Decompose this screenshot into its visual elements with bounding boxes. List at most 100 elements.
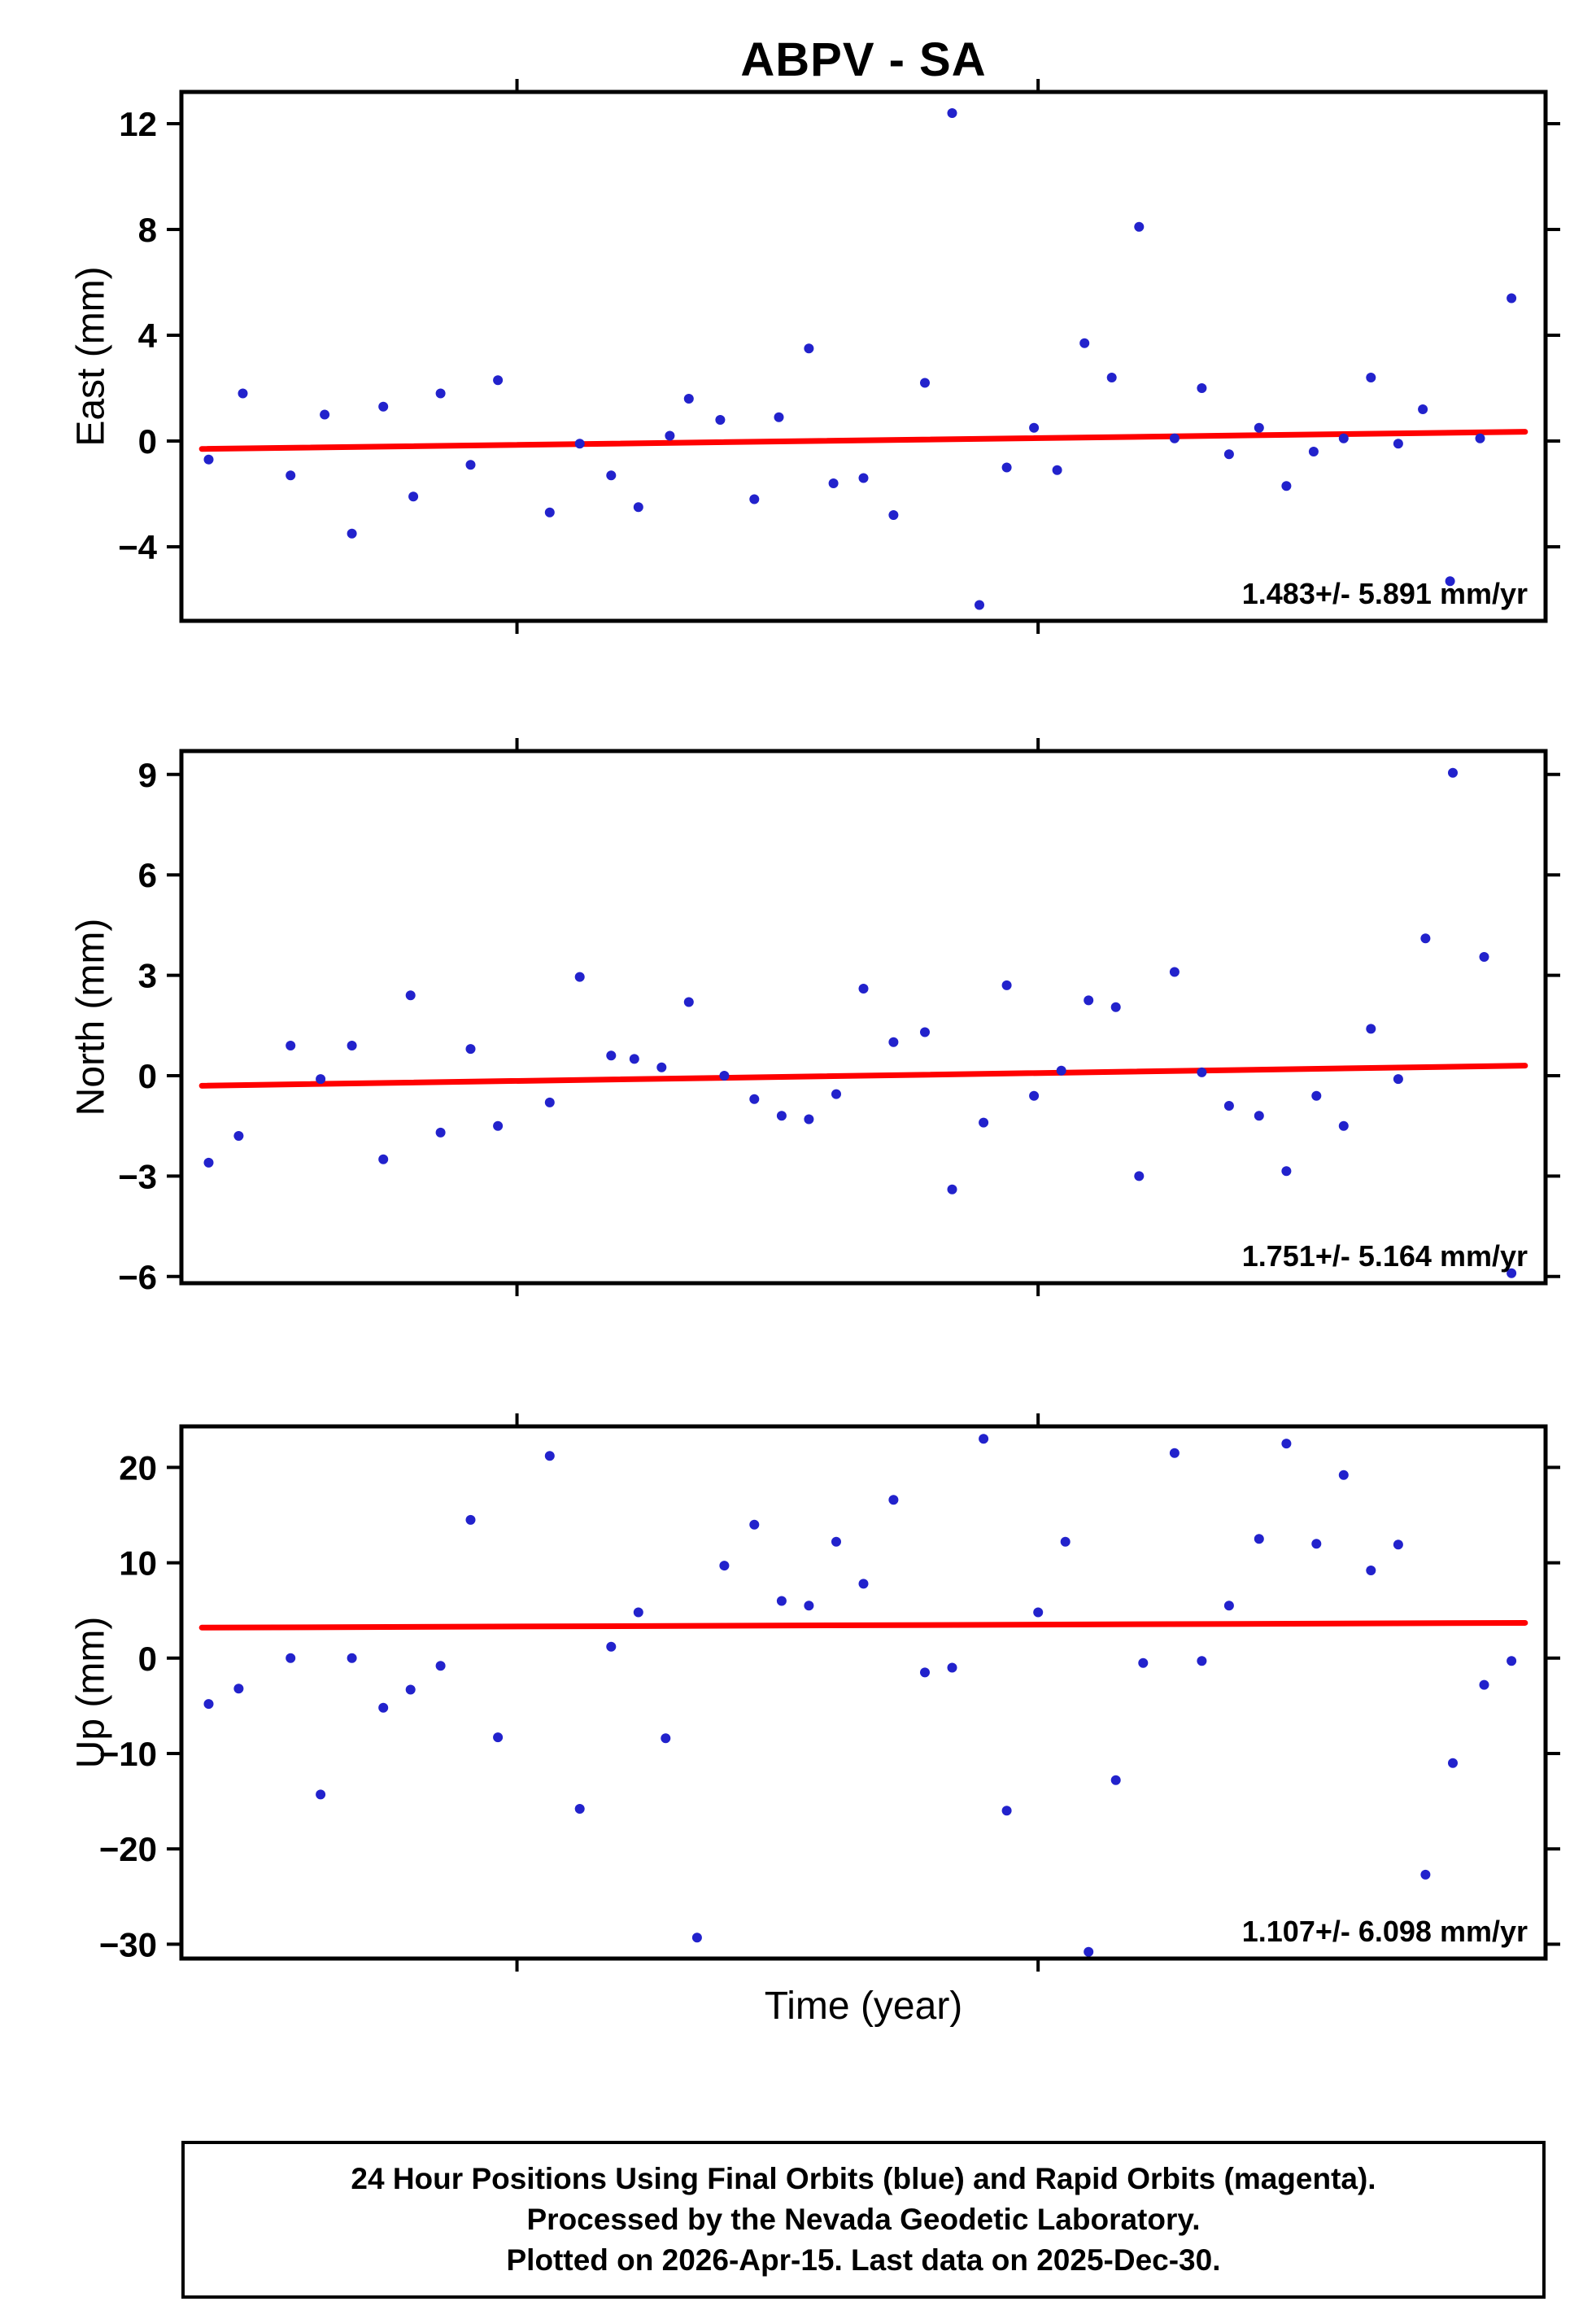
data-point [888,510,899,520]
data-point [920,1027,930,1037]
y-tick-label: 3 [138,957,157,995]
data-point [435,1661,446,1671]
data-point [719,1561,730,1571]
data-point [715,415,726,425]
north-axis-label: North (mm) [69,918,113,1116]
y-tick-label: 9 [138,756,157,794]
data-point [776,1111,787,1121]
data-point [233,1131,244,1141]
data-point [831,1536,841,1547]
data-point [1169,1448,1180,1458]
data-point [203,1699,214,1710]
data-point [828,478,839,488]
data-point [1507,1656,1517,1666]
footer-line-2: Processed by the Nevada Geodetic Laborat… [526,2203,1201,2237]
y-tick-label: 4 [138,317,158,355]
data-point [1418,404,1428,414]
data-point [405,990,416,1001]
data-point [1281,481,1292,491]
data-point [606,470,617,481]
data-point [378,401,389,412]
east-plot: 12 8 4 0 −4 [118,79,1560,634]
footer-line-1: 24 Hour Positions Using Final Orbits (bl… [351,2162,1376,2196]
data-point [203,1157,214,1168]
data-point [435,388,446,399]
plot-frame [179,90,1548,623]
data-point [629,1054,639,1064]
data-point [749,1094,760,1104]
data-point [1001,1806,1012,1816]
data-point [320,409,330,420]
data-point [1254,422,1264,433]
data-point [749,494,760,504]
data-point [1366,373,1376,382]
data-point [1084,995,1094,1006]
data-point [1110,1002,1121,1012]
data-point [574,1804,585,1814]
data-point [1223,449,1234,460]
trend-line [198,1619,1528,1631]
data-point [1448,1758,1458,1768]
data-point [1366,1566,1376,1575]
data-point [1338,1120,1349,1131]
data-point [947,1662,957,1673]
chart-title: ABPV - SA [740,33,987,86]
data-point [656,1062,667,1072]
data-point [719,1071,730,1081]
data-point [574,439,585,449]
y-tick-label: 0 [138,422,157,461]
data-point [435,1127,446,1138]
data-point [1169,433,1180,443]
data-point [544,1451,555,1461]
east-rate-annotation: 1.483+/- 5.891 mm/yr [1241,577,1528,610]
data-point [691,1933,702,1943]
data-point [1029,1090,1040,1101]
data-point [1254,1534,1264,1544]
y-tick-label: −30 [99,1925,157,1963]
data-point [493,1732,504,1743]
data-point [286,1653,296,1663]
north-plot: 9 6 3 0 −3 −6 [118,738,1560,1296]
up-plot: 20 10 0 −10 −20 −30 [99,1413,1560,1972]
data-point [286,470,296,481]
data-point [347,1041,357,1050]
data-point [804,343,814,354]
data-point [804,1601,814,1611]
data-point [1311,1090,1322,1101]
y-tick-label: 20 [119,1448,157,1487]
data-point [947,108,957,118]
data-point [1056,1065,1066,1076]
data-point [1134,1171,1145,1181]
y-tick-label: −6 [118,1258,157,1296]
data-point [408,491,419,502]
data-point [633,1607,643,1618]
data-point [544,1097,555,1107]
data-point [1393,1540,1403,1550]
data-point [1001,462,1012,473]
plot-frame [179,749,1548,1286]
data-point [1254,1111,1264,1121]
data-point [831,1089,841,1099]
data-point [1197,383,1207,393]
data-point [1366,1024,1376,1034]
data-point [1110,1775,1121,1785]
data-point [1281,1439,1292,1449]
data-point [1106,373,1117,382]
north-rate-annotation: 1.751+/- 5.164 mm/yr [1241,1239,1528,1273]
data-point [378,1702,389,1713]
data-point [1308,447,1319,456]
data-point [606,1641,617,1652]
data-point [1084,1946,1094,1957]
data-point [858,473,869,483]
data-point [1001,980,1012,990]
data-point [1393,439,1403,449]
data-point [1475,433,1485,443]
data-point [774,412,784,422]
data-point [1338,1470,1349,1480]
data-point [465,1044,476,1055]
data-point [1033,1607,1044,1618]
data-point [888,1495,899,1505]
data-point [1138,1657,1149,1668]
data-point [858,1579,869,1589]
data-point [920,378,930,388]
